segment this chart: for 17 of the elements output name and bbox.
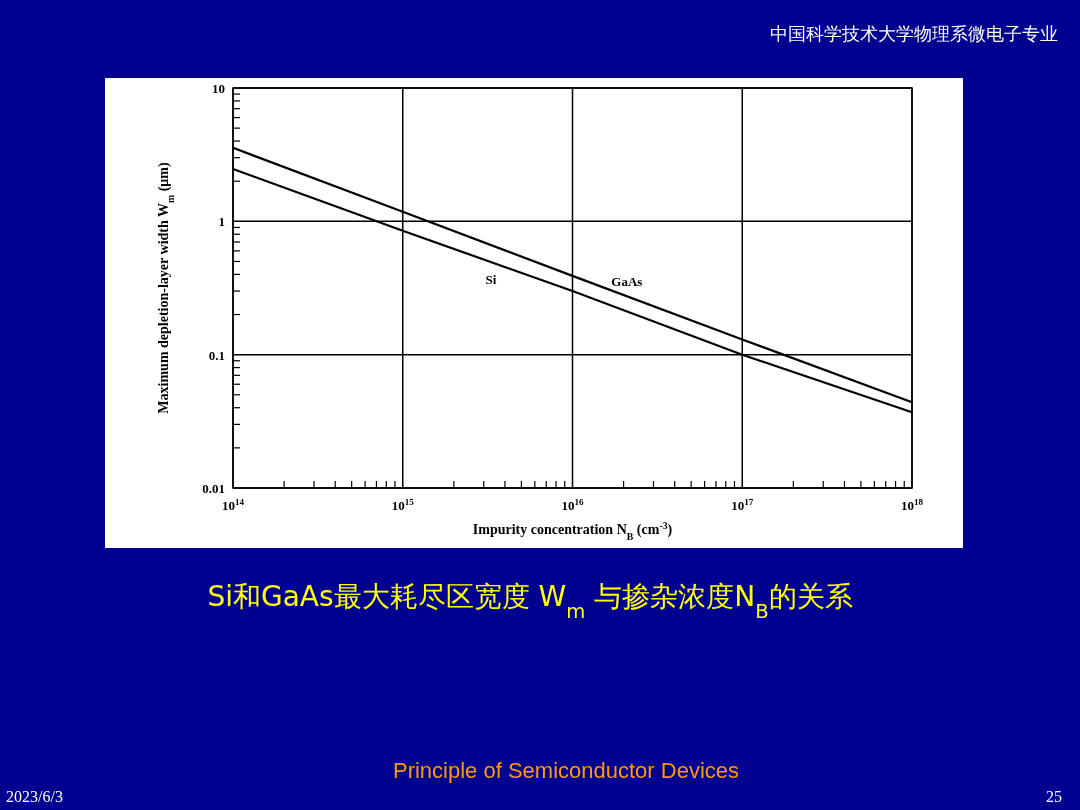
x-axis-title: Impurity concentration N$_{B}$ (cm$^{-3}$) — [472, 519, 673, 542]
y-tick-label: 10 — [212, 81, 225, 96]
x-tick-label: 10$^{17}$ — [731, 497, 754, 513]
x-tick-label: 10$^{14}$ — [221, 497, 245, 513]
y-tick-label: 1 — [218, 214, 225, 230]
x-tick-label: 10$^{15}$ — [391, 497, 415, 513]
text: 2023/6/3 — [6, 788, 63, 805]
text: Si和GaAs最大耗尽区宽度 W$_{m}$ 与掺杂浓度N$_{B}$的关系 — [207, 580, 853, 623]
y-tick-label: 0.1 — [208, 347, 225, 363]
x-tick-label: 10$^{18}$ — [900, 497, 924, 513]
x-tick-label: 10$^{16}$ — [561, 497, 584, 513]
series-label: Si — [485, 272, 497, 288]
series-label: GaAs — [611, 274, 643, 290]
text: 25 — [1046, 788, 1062, 805]
y-tick-label: 0.01 — [202, 481, 225, 496]
text: Principle of Semiconductor Devices — [392, 758, 740, 783]
text: 中国科学技术大学物理系微电子专业 — [770, 23, 1058, 44]
